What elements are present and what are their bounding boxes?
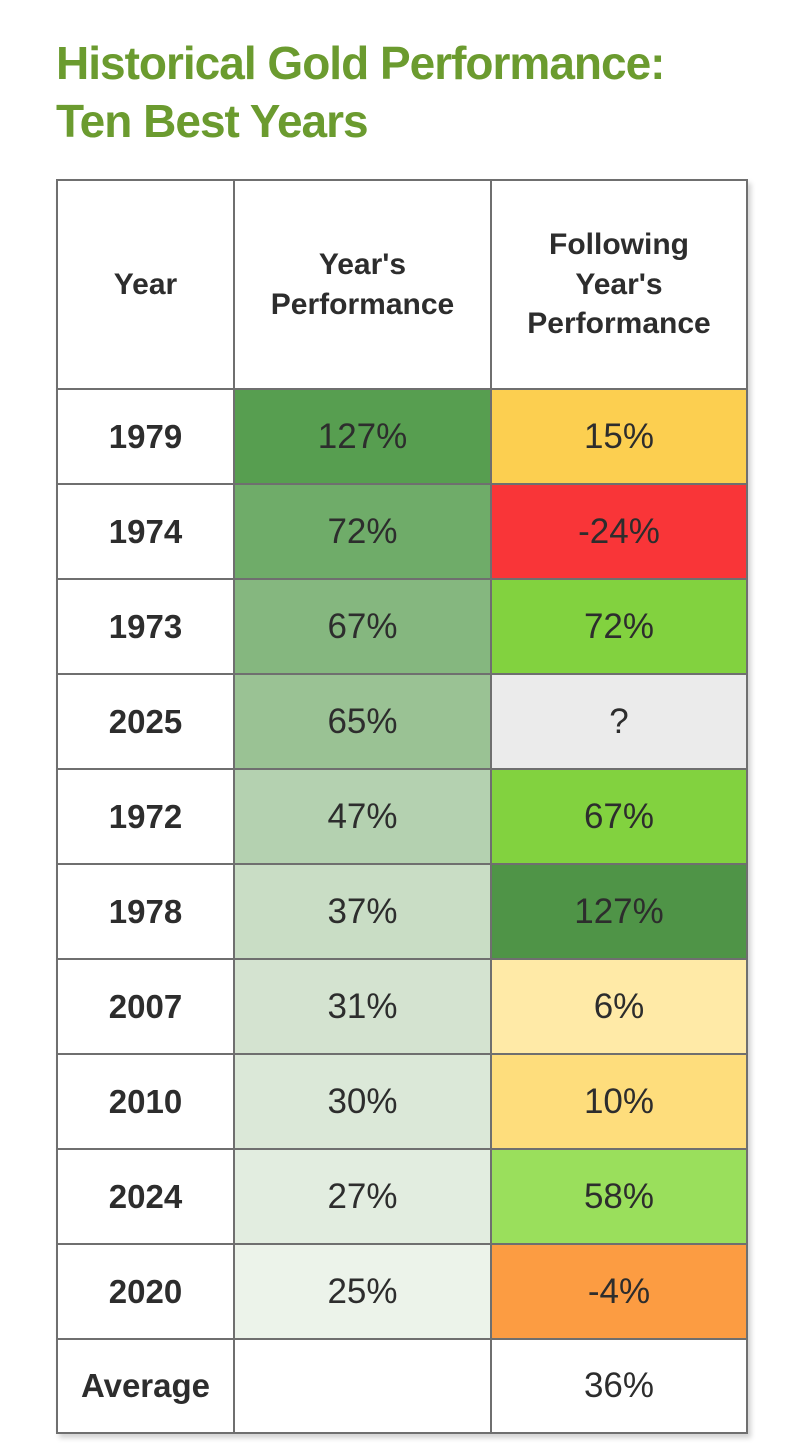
table-body: 1979 127% 15% 1974 72% -24% 1973 67% 72%…	[56, 388, 748, 1434]
year-cell: 2020	[56, 1243, 235, 1340]
performance-cell: 31%	[233, 958, 492, 1055]
following-performance-cell: 58%	[490, 1148, 748, 1245]
page-title-line2: Ten Best Years	[56, 95, 369, 147]
performance-cell: 37%	[233, 863, 492, 960]
year-cell: 1978	[56, 863, 235, 960]
following-performance-cell: 67%	[490, 768, 748, 865]
table-row: 1974 72% -24%	[56, 483, 748, 580]
table-row: 2024 27% 58%	[56, 1148, 748, 1245]
performance-cell: 65%	[233, 673, 492, 770]
table-row: 1972 47% 67%	[56, 768, 748, 865]
year-cell: 1972	[56, 768, 235, 865]
year-cell: 1974	[56, 483, 235, 580]
performance-cell: 72%	[233, 483, 492, 580]
year-cell: 2024	[56, 1148, 235, 1245]
table-header: Year Year's Performance Following Year's…	[56, 179, 748, 390]
table-row: 1979 127% 15%	[56, 388, 748, 485]
average-row: Average 36%	[56, 1338, 748, 1434]
header-following-years-performance: Following Year's Performance	[490, 179, 748, 390]
header-years-performance: Year's Performance	[233, 179, 492, 390]
performance-cell: 25%	[233, 1243, 492, 1340]
table-row: 2007 31% 6%	[56, 958, 748, 1055]
year-cell: 1979	[56, 388, 235, 485]
average-label-cell: Average	[56, 1338, 235, 1434]
performance-cell: 67%	[233, 578, 492, 675]
table-row: 2020 25% -4%	[56, 1243, 748, 1340]
gold-performance-table: Year Year's Performance Following Year's…	[56, 179, 748, 1434]
average-following-performance-cell: 36%	[490, 1338, 748, 1434]
following-performance-cell: 127%	[490, 863, 748, 960]
header-row: Year Year's Performance Following Year's…	[56, 179, 748, 390]
table-row: 1973 67% 72%	[56, 578, 748, 675]
following-performance-cell: -4%	[490, 1243, 748, 1340]
table-row: 2025 65% ?	[56, 673, 748, 770]
following-performance-cell: -24%	[490, 483, 748, 580]
following-performance-cell: 72%	[490, 578, 748, 675]
page-title-line1: Historical Gold Performance:	[56, 37, 665, 89]
performance-cell: 30%	[233, 1053, 492, 1150]
performance-cell: 47%	[233, 768, 492, 865]
performance-cell: 127%	[233, 388, 492, 485]
performance-cell: 27%	[233, 1148, 492, 1245]
year-cell: 1973	[56, 578, 235, 675]
table-row: 2010 30% 10%	[56, 1053, 748, 1150]
year-cell: 2007	[56, 958, 235, 1055]
following-performance-cell: 15%	[490, 388, 748, 485]
year-cell: 2010	[56, 1053, 235, 1150]
header-year: Year	[56, 179, 235, 390]
following-performance-cell: 10%	[490, 1053, 748, 1150]
following-performance-cell: 6%	[490, 958, 748, 1055]
page-title: Historical Gold Performance: Ten Best Ye…	[56, 34, 665, 150]
table-row: 1978 37% 127%	[56, 863, 748, 960]
following-performance-cell: ?	[490, 673, 748, 770]
year-cell: 2025	[56, 673, 235, 770]
average-performance-cell	[233, 1338, 492, 1434]
